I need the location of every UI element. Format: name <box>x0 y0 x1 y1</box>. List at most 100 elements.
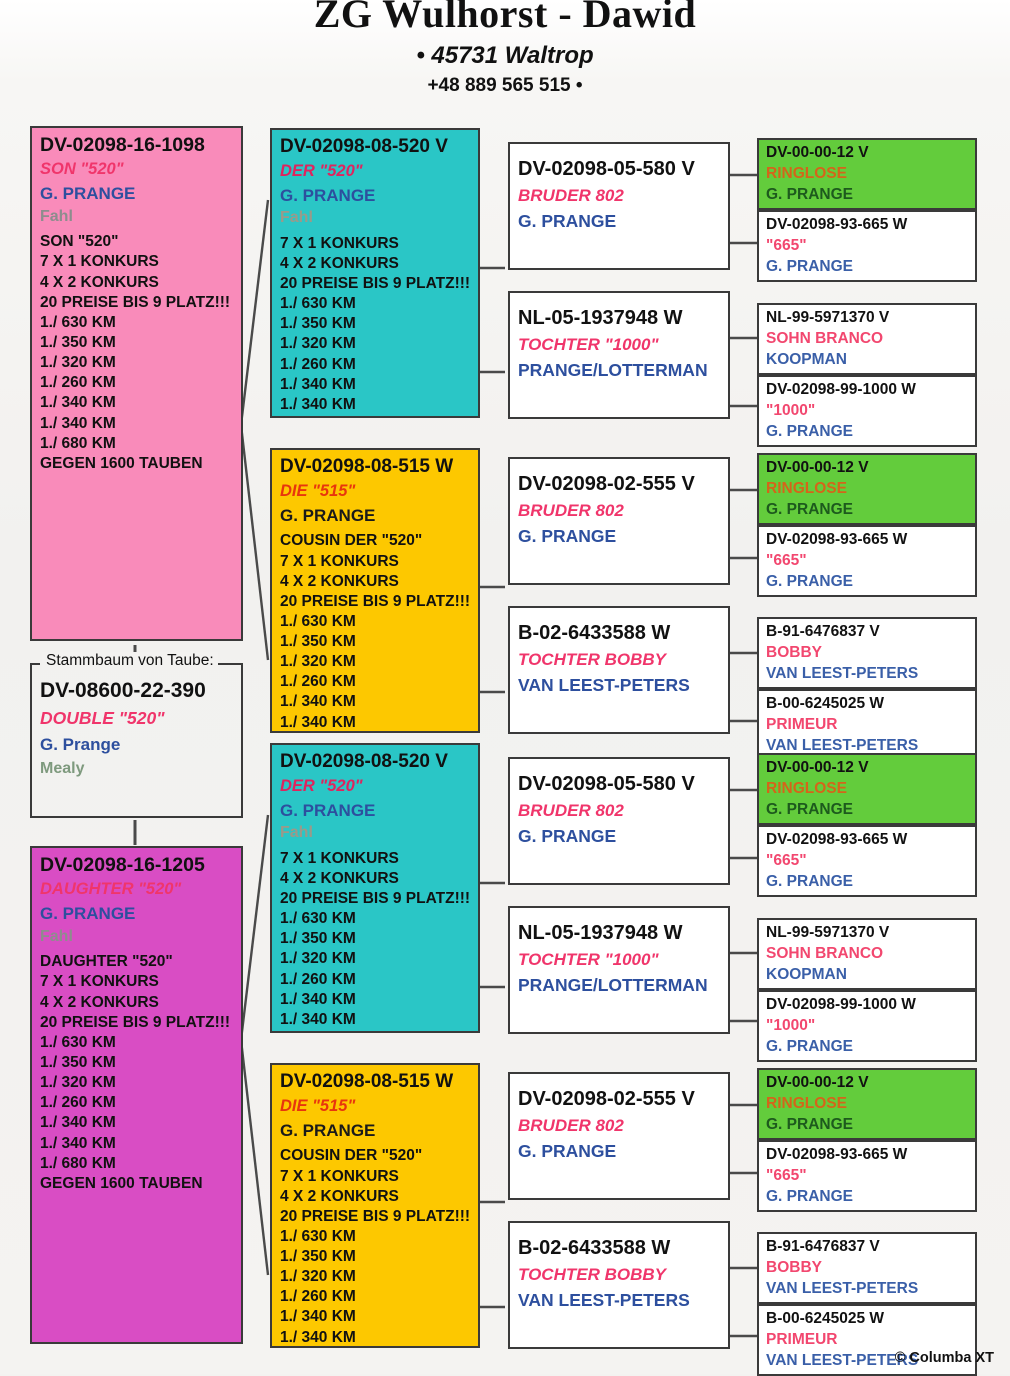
pedigree-box-gen3-5[interactable]: DV-02098-05-580 V BRUDER 802 G. PRANGE <box>508 757 730 885</box>
ring-number: DV-02098-99-1000 W <box>766 381 968 399</box>
nickname: "1000" <box>766 1017 968 1035</box>
pedigree-box-gen3-4[interactable]: B-02-6433588 W TOCHTER BOBBY VAN LEEST-P… <box>508 606 730 734</box>
pedigree-box-gen4-15[interactable]: B-91-6476837 V BOBBY VAN LEEST-PETERS <box>757 1232 977 1304</box>
pedigree-box-gen1-sire[interactable]: DV-02098-16-1098 SON "520" G. PRANGE Fah… <box>30 126 243 641</box>
owner: G. PRANGE <box>280 186 470 206</box>
owner: G. PRANGE <box>40 184 233 204</box>
performance-line: 7 X 1 KONKURS <box>280 234 470 254</box>
ring-number: DV-00-00-12 V <box>766 1074 968 1092</box>
copyright-notice: © Columba XT <box>895 1350 994 1366</box>
ring-number: DV-00-00-12 V <box>766 759 968 777</box>
performance-line: 1./ 340 KM <box>280 713 470 733</box>
pedigree-box-gen3-1[interactable]: DV-02098-05-580 V BRUDER 802 G. PRANGE <box>508 142 730 270</box>
owner: PRANGE/LOTTERMAN <box>518 360 720 380</box>
ring-number: B-02-6433588 W <box>518 1237 720 1260</box>
ring-number: DV-02098-05-580 V <box>518 158 720 181</box>
pedigree-box-gen3-7[interactable]: DV-02098-02-555 V BRUDER 802 G. PRANGE <box>508 1072 730 1200</box>
pedigree-box-gen2-1[interactable]: DV-02098-08-520 V DER "520" G. PRANGE Fa… <box>270 128 480 418</box>
pedigree-box-gen4-9[interactable]: DV-00-00-12 V RINGLOSE G. PRANGE <box>757 753 977 825</box>
pedigree-box-gen4-5[interactable]: DV-00-00-12 V RINGLOSE G. PRANGE <box>757 453 977 525</box>
nickname: BRUDER 802 <box>518 186 720 206</box>
owner: G. PRANGE <box>766 1038 968 1056</box>
performance-line: 1./ 320 KM <box>280 1267 470 1287</box>
performance-line: 1./ 340 KM <box>280 375 470 395</box>
pedigree-box-gen1-dam[interactable]: DV-02098-16-1205 DAUGHTER "520" G. PRANG… <box>30 846 243 1344</box>
nickname: TOCHTER "1000" <box>518 335 720 355</box>
nickname: "665" <box>766 852 968 870</box>
ring-number: DV-02098-99-1000 W <box>766 996 968 1014</box>
pedigree-box-gen3-6[interactable]: NL-05-1937948 W TOCHTER "1000" PRANGE/LO… <box>508 906 730 1034</box>
performance-line: 1./ 680 KM <box>40 1154 233 1174</box>
owner: G. PRANGE <box>766 1188 968 1206</box>
pedigree-box-gen4-8[interactable]: B-00-6245025 W PRIMEUR VAN LEEST-PETERS <box>757 689 977 761</box>
owner: G. PRANGE <box>766 873 968 891</box>
nickname: DIE "515" <box>280 1097 470 1116</box>
pedigree-box-gen4-12[interactable]: DV-02098-99-1000 W "1000" G. PRANGE <box>757 990 977 1062</box>
plumage: Mealy <box>40 760 233 778</box>
performance-line: 1./ 350 KM <box>40 1053 233 1073</box>
performance-line: 4 X 2 KONKURS <box>40 993 233 1013</box>
performance-line: 1./ 340 KM <box>280 1307 470 1327</box>
owner: VAN LEEST-PETERS <box>766 665 968 683</box>
pedigree-box-gen3-2[interactable]: NL-05-1937948 W TOCHTER "1000" PRANGE/LO… <box>508 291 730 419</box>
owner: G. PRANGE <box>766 258 968 276</box>
pedigree-box-gen4-14[interactable]: DV-02098-93-665 W "665" G. PRANGE <box>757 1140 977 1212</box>
pedigree-box-gen4-11[interactable]: NL-99-5971370 V SOHN BRANCO KOOPMAN <box>757 918 977 990</box>
performance-line: 1./ 340 KM <box>40 1134 233 1154</box>
nickname: BOBBY <box>766 1259 968 1277</box>
pedigree-box-gen4-1[interactable]: DV-00-00-12 V RINGLOSE G. PRANGE <box>757 138 977 210</box>
pedigree-box-gen3-3[interactable]: DV-02098-02-555 V BRUDER 802 G. PRANGE <box>508 457 730 585</box>
pedigree-box-gen2-4[interactable]: DV-02098-08-515 W DIE "515" G. PRANGE CO… <box>270 1063 480 1348</box>
pedigree-box-gen4-2[interactable]: DV-02098-93-665 W "665" G. PRANGE <box>757 210 977 282</box>
performance-line: 1./ 340 KM <box>40 1113 233 1133</box>
ring-number: DV-02098-93-665 W <box>766 831 968 849</box>
ring-number: B-91-6476837 V <box>766 1238 968 1256</box>
pedigree-box-gen4-10[interactable]: DV-02098-93-665 W "665" G. PRANGE <box>757 825 977 897</box>
owner: G. PRANGE <box>766 423 968 441</box>
pedigree-box-gen2-3[interactable]: DV-02098-08-520 V DER "520" G. PRANGE Fa… <box>270 743 480 1033</box>
ring-number: B-02-6433588 W <box>518 622 720 645</box>
pedigree-box-gen3-8[interactable]: B-02-6433588 W TOCHTER BOBBY VAN LEEST-P… <box>508 1221 730 1349</box>
pedigree-box-gen4-13[interactable]: DV-00-00-12 V RINGLOSE G. PRANGE <box>757 1068 977 1140</box>
performance-line: 1./ 320 KM <box>40 353 233 373</box>
performance-line: 1./ 630 KM <box>40 313 233 333</box>
pedigree-box-gen4-4[interactable]: DV-02098-99-1000 W "1000" G. PRANGE <box>757 375 977 447</box>
owner: VAN LEEST-PETERS <box>518 1290 720 1310</box>
owner: G. PRANGE <box>280 506 470 526</box>
performance-line: 1./ 260 KM <box>40 373 233 393</box>
performance-line: 1./ 340 KM <box>40 393 233 413</box>
performance-line: 4 X 2 KONKURS <box>280 1187 470 1207</box>
performance-line: 1./ 340 KM <box>40 414 233 434</box>
ring-number: DV-02098-08-520 V <box>280 136 470 158</box>
ring-number: DV-02098-93-665 W <box>766 216 968 234</box>
performance-line: GEGEN 1600 TAUBEN <box>40 1174 233 1194</box>
nickname: DOUBLE "520" <box>40 708 233 729</box>
owner: G. PRANGE <box>280 801 470 821</box>
breeder-city: • 45731 Waltrop <box>0 44 1010 68</box>
pedigree-box-gen4-3[interactable]: NL-99-5971370 V SOHN BRANCO KOOPMAN <box>757 303 977 375</box>
ring-number: NL-05-1937948 W <box>518 307 720 330</box>
pedigree-box-gen4-7[interactable]: B-91-6476837 V BOBBY VAN LEEST-PETERS <box>757 617 977 689</box>
nickname: DER "520" <box>280 162 470 181</box>
ring-number: DV-02098-16-1205 <box>40 854 233 876</box>
performance-line: 4 X 2 KONKURS <box>40 273 233 293</box>
pedigree-box-gen2-2[interactable]: DV-02098-08-515 W DIE "515" G. PRANGE CO… <box>270 448 480 733</box>
performance-line: 20 PREISE BIS 9 PLATZ!!! <box>280 274 470 294</box>
performance-line: DAUGHTER "520" <box>40 952 233 972</box>
nickname: RINGLOSE <box>766 1095 968 1113</box>
subject-bird-box[interactable]: Stammbaum von Taube: DV-08600-22-390 DOU… <box>30 663 243 818</box>
ring-number: DV-00-00-12 V <box>766 144 968 162</box>
nickname: RINGLOSE <box>766 480 968 498</box>
owner: VAN LEEST-PETERS <box>766 1280 968 1298</box>
owner: G. Prange <box>40 735 233 755</box>
ring-number: DV-02098-08-515 W <box>280 456 470 478</box>
legend-caption: Stammbaum von Taube: <box>42 652 218 670</box>
performance-line: 1./ 680 KM <box>280 1030 470 1033</box>
performance-line: 20 PREISE BIS 9 PLATZ!!! <box>280 1207 470 1227</box>
performance-line: 20 PREISE BIS 9 PLATZ!!! <box>40 293 233 313</box>
pedigree-box-gen4-6[interactable]: DV-02098-93-665 W "665" G. PRANGE <box>757 525 977 597</box>
performance-line: 7 X 1 KONKURS <box>280 552 470 572</box>
performance-line: 1./ 320 KM <box>280 334 470 354</box>
